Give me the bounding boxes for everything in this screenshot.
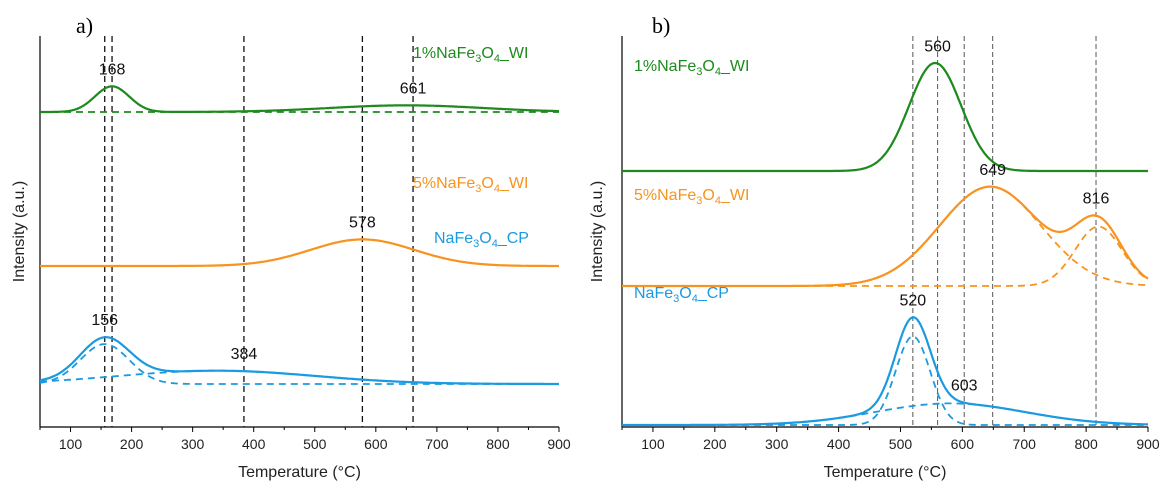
peak-label: 384 (231, 346, 258, 363)
y-axis-title: Intensity (a.u.) (11, 181, 28, 282)
panel-a: a) 100 200 300 400 500 600 700 800 900 Temperature… (11, 13, 571, 481)
x-tick-label: 900 (1136, 436, 1160, 452)
x-tick-label: 400 (827, 436, 851, 452)
x-tick-label: 500 (303, 436, 327, 452)
series-1: 5%NaFe3O4_WI 578 (40, 175, 559, 268)
x-tick-label: 300 (765, 436, 789, 452)
series-name-label: 1%NaFe3O4_WI (413, 45, 528, 65)
x-tick-label: 400 (242, 436, 266, 452)
series-name-label: 5%NaFe3O4_WI (634, 187, 749, 207)
x-tick-label: 100 (641, 436, 665, 452)
panel-label: a) (76, 13, 93, 38)
fit-component-line (622, 402, 1148, 426)
x-tick-label: 700 (425, 436, 449, 452)
fit-component-line (622, 225, 1149, 287)
series-line (622, 61, 1148, 173)
fit-component-line (622, 335, 1148, 426)
fit-component-line (39, 343, 559, 385)
series-0: 1%NaFe3O4_WI 168 661 (40, 45, 559, 114)
x-tick-label: 500 (889, 436, 913, 452)
series-line (622, 316, 1148, 427)
series-line (40, 85, 559, 114)
peak-label: 168 (99, 61, 126, 78)
x-tick-label: 200 (703, 436, 727, 452)
panel-b: b) 100 200 300 400 500 600 700 800 900 Temperature… (589, 13, 1160, 481)
y-axis-title: Intensity (a.u.) (589, 181, 606, 282)
peak-label: 661 (400, 80, 427, 97)
x-tick-label: 700 (1013, 436, 1037, 452)
series-1: 5%NaFe3O4_WI 649 816 (622, 162, 1149, 288)
panel-label: b) (652, 13, 670, 38)
peak-label: 560 (924, 38, 951, 55)
series-name-label: 5%NaFe3O4_WI (413, 175, 528, 195)
fit-component-line (40, 369, 559, 385)
x-tick-label: 800 (486, 436, 510, 452)
x-axis-title: Temperature (°C) (238, 464, 361, 481)
series-2: NaFe3O4_CP 520 603 (622, 285, 1148, 427)
peak-label: 578 (349, 214, 376, 231)
x-tick-label: 200 (120, 436, 144, 452)
series-name-label: NaFe3O4_CP (434, 230, 529, 250)
peak-label: 156 (91, 312, 118, 329)
x-tick-label: 100 (59, 436, 83, 452)
x-axis-title: Temperature (°C) (824, 464, 947, 481)
series-line (622, 185, 1149, 288)
x-tick-label: 900 (547, 436, 571, 452)
x-tick-label: 600 (951, 436, 975, 452)
series-line (40, 238, 559, 268)
peak-label: 816 (1083, 191, 1110, 208)
peak-label: 649 (979, 162, 1006, 179)
series-0: 1%NaFe3O4_WI 560 (622, 38, 1148, 173)
x-tick-label: 300 (181, 436, 205, 452)
series-name-label: 1%NaFe3O4_WI (634, 58, 749, 78)
series-name-label: NaFe3O4_CP (634, 285, 729, 305)
series-line (39, 336, 559, 386)
x-tick-label: 600 (364, 436, 388, 452)
peak-label: 603 (951, 378, 978, 395)
x-tick-label: 800 (1074, 436, 1098, 452)
series-2: NaFe3O4_CP 156 384 (39, 230, 559, 386)
peak-label: 520 (899, 292, 926, 309)
